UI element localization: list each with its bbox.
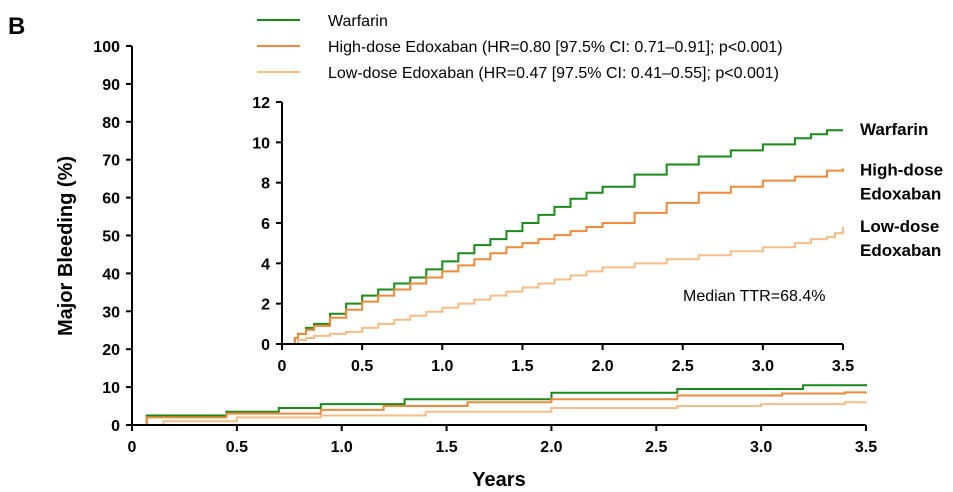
inset-x-tick-label: 2.0 [591,358,613,375]
main-y-tick-label: 90 [102,77,120,94]
legend: Warfarin High-dose Edoxaban (HR=0.80 [97… [257,13,783,82]
main-series-high-dose-edoxaban [132,391,867,426]
main-y-tick-label: 40 [102,266,120,283]
main-x-ticks: 0 0.5 1.0 1.5 2.0 2.5 3.0 3.5 [128,425,877,456]
inset-x-tick-label: 0 [278,358,287,375]
main-x-tick-label: 1.5 [435,439,457,456]
legend-entry-low-dose: Low-dose Edoxaban (HR=0.47 [97.5% CI: 0.… [328,65,779,82]
panel-label: B [8,13,25,40]
main-y-tick-label: 50 [102,229,120,246]
main-x-axis-label: Years [472,469,525,491]
main-x-tick-label: 2.5 [645,439,667,456]
inset-x-tick-label: 2.5 [672,358,694,375]
main-y-tick-label: 30 [102,304,120,321]
inset-series-label: Edoxaban [860,241,941,260]
inset-series-label: High-dose [860,161,943,180]
inset-annotation: Median TTR=68.4% [683,288,825,305]
inset-x-tick-label: 3.0 [752,358,774,375]
main-y-tick-label: 20 [102,342,120,359]
inset-series-low-dose-edoxaban [282,227,844,345]
inset-y-tick-label: 12 [252,95,270,112]
inset-y-tick-label: 0 [261,337,270,354]
inset-series-label: Low-dose [860,217,939,236]
inset-x-tick-label: 1.5 [511,358,533,375]
inset-series-group [282,129,844,345]
inset-series-high-dose-edoxaban [282,168,844,345]
inset-series-label: Edoxaban [860,185,941,204]
inset-series-label: Warfarin [860,120,928,139]
inset-y-tick-label: 6 [261,216,270,233]
main-series-low-dose-edoxaban [132,401,867,426]
main-y-tick-label: 60 [102,191,120,208]
inset-x-ticks: 0 0.5 1.0 1.5 2.0 2.5 3.0 3.5 [278,344,854,375]
main-x-tick-label: 3.0 [750,439,772,456]
inset-x-tick-label: 0.5 [351,358,373,375]
main-y-tick-label: 80 [102,115,120,132]
main-series-group [132,384,867,426]
main-series-warfarin [132,384,867,426]
inset-x-tick-label: 1.0 [431,358,453,375]
inset-series-labels: Warfarin High-dose Edoxaban Low-dose Edoxaba… [860,120,943,260]
inset-y-tick-label: 2 [261,297,270,314]
main-x-tick-label: 3.5 [855,439,877,456]
main-y-tick-label: 10 [102,380,120,397]
inset-y-tick-label: 4 [261,256,270,273]
main-y-tick-label: 100 [93,39,120,56]
inset-plot: 0 2 4 6 8 10 12 0 0.5 1.0 1.5 2.0 2.5 3.0 3.5 Median … [252,95,943,375]
inset-y-ticks: 0 2 4 6 8 10 12 [252,95,282,354]
main-x-tick-label: 0 [128,439,137,456]
main-y-tick-label: 70 [102,153,120,170]
inset-series-warfarin [282,129,843,345]
legend-entry-high-dose: High-dose Edoxaban (HR=0.80 [97.5% CI: 0… [328,39,783,56]
main-x-tick-label: 0.5 [226,439,248,456]
inset-y-tick-label: 10 [252,135,270,152]
main-y-ticks: 0 10 20 30 40 50 60 70 80 90 100 [93,39,132,435]
main-x-tick-label: 1.0 [331,439,353,456]
legend-entry-warfarin: Warfarin [328,13,388,30]
inset-x-tick-label: 3.5 [832,358,854,375]
main-x-tick-label: 2.0 [540,439,562,456]
inset-y-tick-label: 8 [261,176,270,193]
main-y-axis-label: Major Bleeding (%) [55,156,77,336]
main-y-tick-label: 0 [111,418,120,435]
